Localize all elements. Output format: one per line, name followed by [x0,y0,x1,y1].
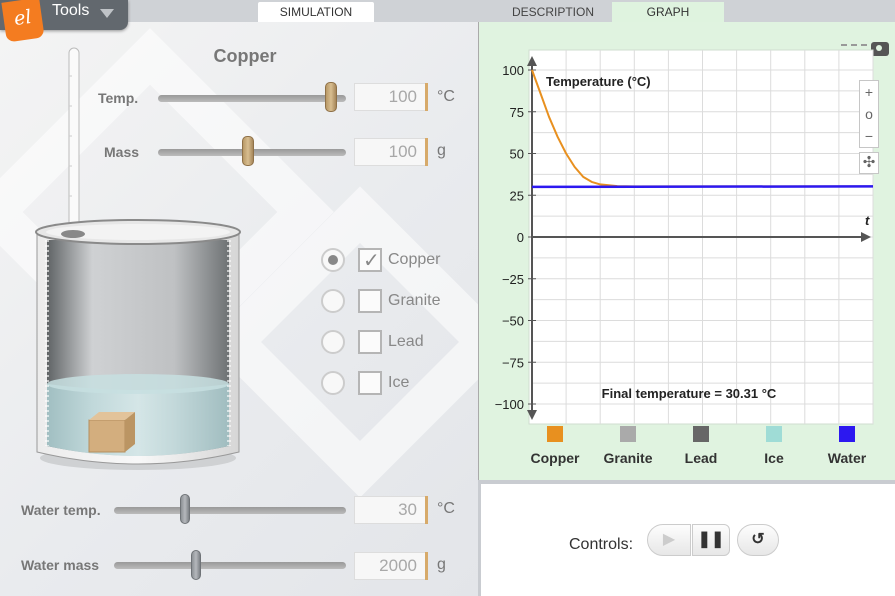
tools-button[interactable]: el Tools [0,0,128,43]
legend-swatch-copper [547,426,563,442]
legend-swatch-lead [693,426,709,442]
material-label-copper: Copper [388,251,441,268]
material-label-ice: Ice [388,374,410,391]
temp-unit: °C [437,88,455,105]
water-mass-unit: g [437,556,446,573]
camera-divider [841,44,867,46]
legend-label-ice: Ice [764,450,784,466]
temp-value: 100 [354,83,428,111]
water-mass-value: 2000 [354,552,428,580]
legend-label-granite: Granite [603,450,653,466]
radio-copper[interactable] [321,248,345,272]
pause-button[interactable]: ❚❚ [692,524,730,556]
radio-ice[interactable] [321,371,345,395]
series-line-water [531,185,874,189]
final-temperature-text: Final temperature = 30.31 °C [602,386,777,401]
material-label-lead: Lead [388,333,424,350]
graph-panel: 100 75 50 25 0 −25 −50 −75 −100 Temperature (°C) t… [478,22,895,480]
water-mass-slider-track[interactable] [114,562,346,569]
y-tick-label: −100 [495,397,524,412]
checkbox-granite[interactable] [358,289,382,313]
x-axis-label: t [865,213,870,228]
pan-icon[interactable]: ✣ [859,152,879,174]
chevron-down-icon [100,9,114,18]
legend-label-water: Water [827,450,867,466]
water-mass-slider-knob[interactable] [191,550,201,580]
reset-button[interactable]: ↺ [737,524,779,556]
water-temp-value: 30 [354,496,428,524]
legend-swatch-granite [620,426,636,442]
controls-label: Controls: [569,536,634,553]
y-tick-label: 25 [510,188,524,203]
top-tab-bar: SIMULATION DESCRIPTION GRAPH [0,0,895,22]
tab-graph[interactable]: GRAPH [612,2,724,22]
mass-unit: g [437,142,446,159]
y-tick-label: −75 [502,355,524,370]
y-axis-label: Temperature (°C) [546,74,651,89]
simulation-panel: Copper Temp. 100 °C Mass 100 g [0,22,478,596]
water-temp-slider-knob[interactable] [180,494,190,524]
water-temp-slider-track[interactable] [114,507,346,514]
mass-value-bar [425,138,428,166]
water-mass-label: Water mass [21,557,100,573]
checkbox-ice[interactable] [358,371,382,395]
legend-label-lead: Lead [684,450,718,466]
zoom-out-button[interactable]: − [864,128,874,144]
legend-swatch-ice [766,426,782,442]
play-button[interactable]: ▶ [647,524,691,556]
tab-simulation[interactable]: SIMULATION [258,2,374,22]
water-temp-label: Water temp. [21,502,101,518]
temp-slider-knob[interactable] [325,82,338,112]
radio-lead[interactable] [321,330,345,354]
legend-swatch-water [839,426,855,442]
y-tick-label: 50 [510,147,524,162]
temperature-chart: 100 75 50 25 0 −25 −50 −75 −100 Temperature (°C) t… [495,49,874,425]
zoom-reset-button[interactable]: o [865,106,873,122]
temp-label: Temp. [98,90,139,106]
temp-slider-track[interactable] [158,95,346,102]
mass-value: 100 [354,138,428,166]
y-tick-label: −25 [502,272,524,287]
zoom-in-button[interactable]: + [864,84,874,100]
tools-label: Tools [52,2,90,19]
checkmark-icon: ✓ [363,250,380,272]
tab-description[interactable]: DESCRIPTION [511,5,594,19]
logo-icon: el [1,0,45,43]
water-mass-value-bar [425,552,428,580]
zoom-controls: + o − [859,80,879,148]
y-tick-label: −50 [502,314,524,329]
y-axis-arrow-bottom [527,410,537,420]
checkbox-lead[interactable] [358,330,382,354]
x-axis-arrow [861,232,871,242]
mass-slider-knob[interactable] [242,136,255,166]
water-temp-value-bar [425,496,428,524]
camera-icon[interactable] [871,42,889,56]
temp-value-bar [425,83,428,111]
legend-label-copper: Copper [530,450,580,466]
material-label-granite: Granite [388,292,441,309]
y-tick-label: 75 [510,105,524,120]
beaker [35,219,241,470]
controls-panel: Controls: ▶ ❚❚ ↺ [481,484,895,596]
mass-label: Mass [104,144,140,160]
radio-granite[interactable] [321,289,345,313]
water-temp-unit: °C [437,500,455,517]
y-axis-arrow-top [527,56,537,66]
checkbox-copper[interactable]: ✓ [358,248,382,272]
y-tick-label: 0 [517,230,524,245]
y-tick-label: 100 [502,63,524,78]
material-title: Copper [213,46,277,66]
